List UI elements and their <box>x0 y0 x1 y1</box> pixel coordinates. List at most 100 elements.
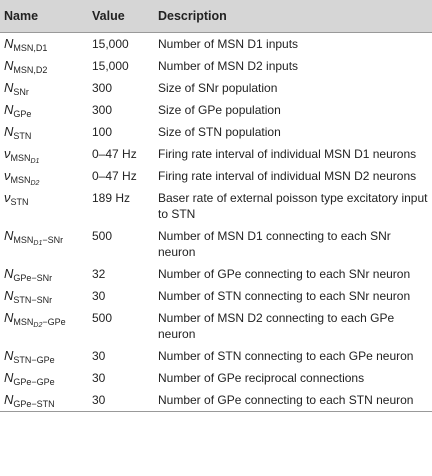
table-row: NGPe 300 Size of GPe population <box>0 99 432 121</box>
symbol: N <box>4 80 14 95</box>
description-cell: Baser rate of external poisson type exci… <box>158 191 428 221</box>
name-cell: NSTN <box>0 121 88 143</box>
subscript: MSND1 <box>10 153 40 166</box>
subscript-tail: −SNr <box>42 235 64 245</box>
subscript: SNr <box>13 87 29 97</box>
subscript-text: MSN,D2 <box>13 65 48 75</box>
sub-subscript: D2 <box>33 322 43 329</box>
table-row: NGPe−SNr 32 Number of GPe connecting to ea… <box>0 263 432 285</box>
symbol: N <box>4 370 14 385</box>
name-cell: NGPe <box>0 99 88 121</box>
subscript: STN−SNr <box>13 295 52 305</box>
subscript: GPe−STN <box>13 399 54 409</box>
symbol: N <box>4 392 14 407</box>
symbol: N <box>4 58 14 73</box>
sub-subscript: D1 <box>30 158 40 165</box>
description-cell: Number of STN connecting to each SNr neu… <box>158 289 411 303</box>
description-cell: Number of GPe connecting to each STN neu… <box>154 389 432 412</box>
description-cell: Number of GPe connecting to each SNr neu… <box>158 267 411 281</box>
name-cell: NMSN,D2 <box>0 55 88 77</box>
subscript-text: MSN,D1 <box>13 43 48 53</box>
table-row: NMSN,D2 15,000 Number of MSN D2 inputs <box>0 55 432 77</box>
table-row: NGPe−STN 30 Number of GPe connecting to ea… <box>0 389 432 412</box>
symbol: N <box>4 348 14 363</box>
parameter-table: Name Value Description NMSN,D1 15,000 Numb… <box>0 0 432 412</box>
value-cell: 300 <box>92 103 113 117</box>
value-cell: 32 <box>92 267 106 281</box>
subscript-text: MSN <box>10 153 31 163</box>
table-row: NSNr 300 Size of SNr population <box>0 77 432 99</box>
description-cell: Number of STN connecting to each GPe neu… <box>158 349 414 363</box>
value-cell: 30 <box>92 349 106 363</box>
name-cell: νSTN <box>0 187 88 225</box>
subscript: MSND1−SNr <box>13 235 64 248</box>
symbol: N <box>4 310 14 325</box>
value-cell: 15,000 <box>92 59 129 73</box>
symbol: N <box>4 288 14 303</box>
name-cell: NGPe−SNr <box>0 263 88 285</box>
subscript-text: STN <box>10 197 29 207</box>
subscript-text: STN−GPe <box>13 355 55 365</box>
table-row: NMSN,D1 15,000 Number of MSN D1 inputs <box>0 33 432 56</box>
value-cell: 30 <box>92 371 106 385</box>
subscript: STN <box>11 197 29 207</box>
header-cell: Name <box>0 0 88 33</box>
symbol: ν <box>4 190 11 205</box>
table-row: NSTN−GPe 30 Number of STN connecting to ea… <box>0 345 432 367</box>
name-cell: NMSN,D1 <box>0 33 88 56</box>
name-cell: νMSND2 <box>0 165 88 187</box>
description-cell: Size of SNr population <box>158 81 278 95</box>
name-cell: NMSND1−SNr <box>0 225 88 263</box>
sub-subscript: D2 <box>30 180 40 187</box>
name-cell: NSNr <box>0 77 88 99</box>
symbol: N <box>4 102 14 117</box>
symbol: N <box>4 266 14 281</box>
subscript: GPe−GPe <box>13 377 54 387</box>
description-cell: Number of GPe reciprocal connections <box>158 371 365 385</box>
subscript-text: MSN <box>13 317 34 327</box>
description-cell: Number of MSN D2 inputs <box>158 59 299 73</box>
header-row: Name Value Description <box>0 0 432 33</box>
value-cell: 30 <box>88 389 154 412</box>
subscript-tail: −GPe <box>42 317 66 327</box>
table-row: NSTN−SNr 30 Number of STN connecting to ea… <box>0 285 432 307</box>
name-cell: NSTN−GPe <box>0 345 88 367</box>
subscript-text: GPe−STN <box>13 399 55 409</box>
value-cell: 500 <box>92 229 113 243</box>
subscript: MSND2−GPe <box>13 317 66 330</box>
subscript-text: GPe−SNr <box>13 273 53 283</box>
subscript-text: MSN <box>13 235 34 245</box>
description-cell: Number of MSN D1 inputs <box>158 37 299 51</box>
table-row: NMSND1−SNr 500 Number of MSN D1 connecting… <box>0 225 432 263</box>
description-cell: Firing rate interval of individual MSN D… <box>158 147 417 161</box>
table-row: NSTN 100 Size of STN population <box>0 121 432 143</box>
symbol: ν <box>4 146 11 161</box>
header-cell: Value <box>88 0 154 33</box>
description-cell: Number of MSN D1 connecting to each SNr … <box>158 229 391 259</box>
subscript: STN−GPe <box>13 355 54 365</box>
value-cell: 300 <box>92 81 113 95</box>
value-cell: 0–47 Hz <box>92 169 137 183</box>
table-body: NMSN,D1 15,000 Number of MSN D1 inputs NMSN… <box>0 33 432 412</box>
value-cell: 100 <box>92 125 113 139</box>
table-row: νMSND2 0–47 Hz Firing rate interval of ind… <box>0 165 432 187</box>
value-cell: 30 <box>92 289 106 303</box>
description-cell: Size of STN population <box>158 125 281 139</box>
subscript-text: GPe−GPe <box>13 377 55 387</box>
subscript: GPe−SNr <box>13 273 52 283</box>
table-row: NMSND2−GPe 500 Number of MSN D2 connecting… <box>0 307 432 345</box>
subscript: MSN,D1 <box>13 43 47 53</box>
table-row: νSTN 189 Hz Baser rate of external poisson… <box>0 187 432 225</box>
value-cell: 500 <box>92 311 113 325</box>
description-cell: Firing rate interval of individual MSN D… <box>158 169 417 183</box>
description-cell: Number of MSN D2 connecting to each GPe … <box>158 311 395 341</box>
description-cell: Size of GPe population <box>158 103 281 117</box>
name-cell: νMSND1 <box>0 143 88 165</box>
table-row: NGPe−GPe 30 Number of GPe reciprocal conne… <box>0 367 432 389</box>
value-cell: 0–47 Hz <box>92 147 137 161</box>
name-cell: NSTN−SNr <box>0 285 88 307</box>
sub-subscript: D1 <box>33 240 43 247</box>
subscript-text: SNr <box>13 87 29 97</box>
subscript: MSN,D2 <box>13 65 47 75</box>
